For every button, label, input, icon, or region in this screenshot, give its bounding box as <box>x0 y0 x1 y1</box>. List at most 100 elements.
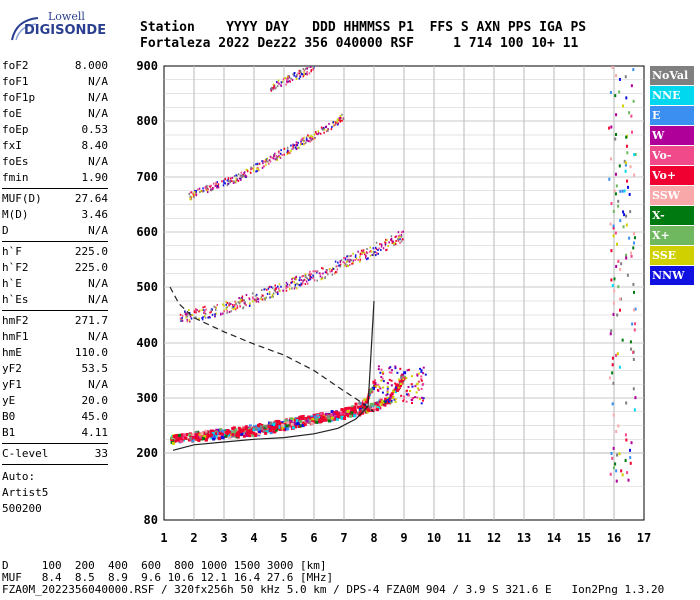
data-point <box>324 412 328 416</box>
data-point <box>275 154 278 157</box>
data-point <box>294 425 298 429</box>
data-point <box>312 276 315 279</box>
data-point <box>310 137 313 140</box>
param-row: hmE 110.0 <box>2 345 108 361</box>
data-point <box>354 402 358 406</box>
data-point <box>628 236 631 240</box>
x-tick-label: 14 <box>547 531 561 545</box>
data-point <box>289 80 291 83</box>
param-name: hmE <box>2 346 22 359</box>
data-point <box>263 165 265 168</box>
data-point <box>348 412 352 416</box>
data-point <box>194 190 196 193</box>
auto-line: 500200 <box>2 502 42 515</box>
data-point <box>389 393 393 397</box>
data-point <box>634 152 637 156</box>
data-point <box>389 400 393 404</box>
data-point <box>343 417 347 421</box>
data-point <box>260 296 263 299</box>
data-point <box>186 312 188 315</box>
data-point <box>195 309 197 312</box>
data-point <box>297 72 299 75</box>
data-point <box>218 431 222 435</box>
data-point <box>220 436 224 440</box>
data-point <box>348 260 351 263</box>
data-point <box>258 429 262 433</box>
data-point <box>273 157 275 160</box>
data-point <box>195 316 197 319</box>
data-point <box>376 389 379 392</box>
data-point <box>411 385 414 388</box>
param-row: hmF1 N/A <box>2 329 108 345</box>
data-point <box>340 413 344 417</box>
data-point <box>255 299 258 302</box>
data-point <box>402 377 405 380</box>
data-point <box>318 272 321 275</box>
data-point <box>248 434 252 438</box>
data-point <box>379 243 381 246</box>
data-point <box>294 285 297 288</box>
data-point <box>221 180 223 183</box>
data-point <box>237 431 241 435</box>
data-point <box>278 151 280 154</box>
data-point <box>240 178 242 181</box>
data-point <box>343 264 346 267</box>
data-point <box>366 248 368 251</box>
data-point <box>397 378 400 381</box>
data-point <box>377 368 380 371</box>
data-point <box>319 272 322 275</box>
data-point <box>248 298 251 301</box>
param-name: foF1p <box>2 91 36 104</box>
param-row: foF1p N/A <box>2 90 108 106</box>
data-point <box>625 144 628 148</box>
data-point <box>297 146 299 149</box>
data-point <box>337 122 339 125</box>
data-point <box>270 423 274 427</box>
data-point <box>343 256 345 259</box>
data-point <box>225 303 227 306</box>
data-point <box>422 372 425 375</box>
data-point <box>209 316 211 319</box>
data-point <box>316 270 319 273</box>
data-point <box>189 191 192 194</box>
data-point <box>205 434 209 438</box>
data-point <box>216 432 220 436</box>
data-point <box>243 174 245 177</box>
data-point <box>616 352 619 356</box>
data-point <box>242 173 245 176</box>
data-point <box>390 399 393 402</box>
data-point <box>331 273 334 276</box>
data-point <box>266 424 270 428</box>
data-point <box>349 258 351 261</box>
data-point <box>350 254 353 257</box>
data-point <box>368 393 372 397</box>
data-point <box>308 417 312 421</box>
data-point <box>231 306 234 309</box>
data-point <box>378 400 382 404</box>
data-point <box>278 82 280 85</box>
data-point <box>196 430 200 434</box>
data-point <box>381 391 384 394</box>
data-point <box>334 121 337 124</box>
data-point <box>619 189 622 193</box>
data-point <box>624 75 627 79</box>
param-name: foEs <box>2 155 29 168</box>
profile-curve-solid <box>172 300 375 451</box>
param-row: M(D) 3.46 <box>2 207 108 223</box>
data-point <box>275 86 277 89</box>
data-point <box>422 366 425 369</box>
data-point <box>388 241 390 244</box>
data-point <box>621 189 624 193</box>
data-point <box>251 292 254 295</box>
data-point <box>231 176 234 179</box>
data-point <box>221 429 225 433</box>
data-point <box>612 301 615 305</box>
data-point <box>226 183 229 186</box>
data-point <box>372 407 376 411</box>
data-point <box>258 162 261 165</box>
data-point <box>612 446 615 450</box>
param-value: 1.90 <box>81 171 109 184</box>
data-point <box>272 86 274 89</box>
data-point <box>277 425 281 429</box>
data-point <box>296 282 298 285</box>
